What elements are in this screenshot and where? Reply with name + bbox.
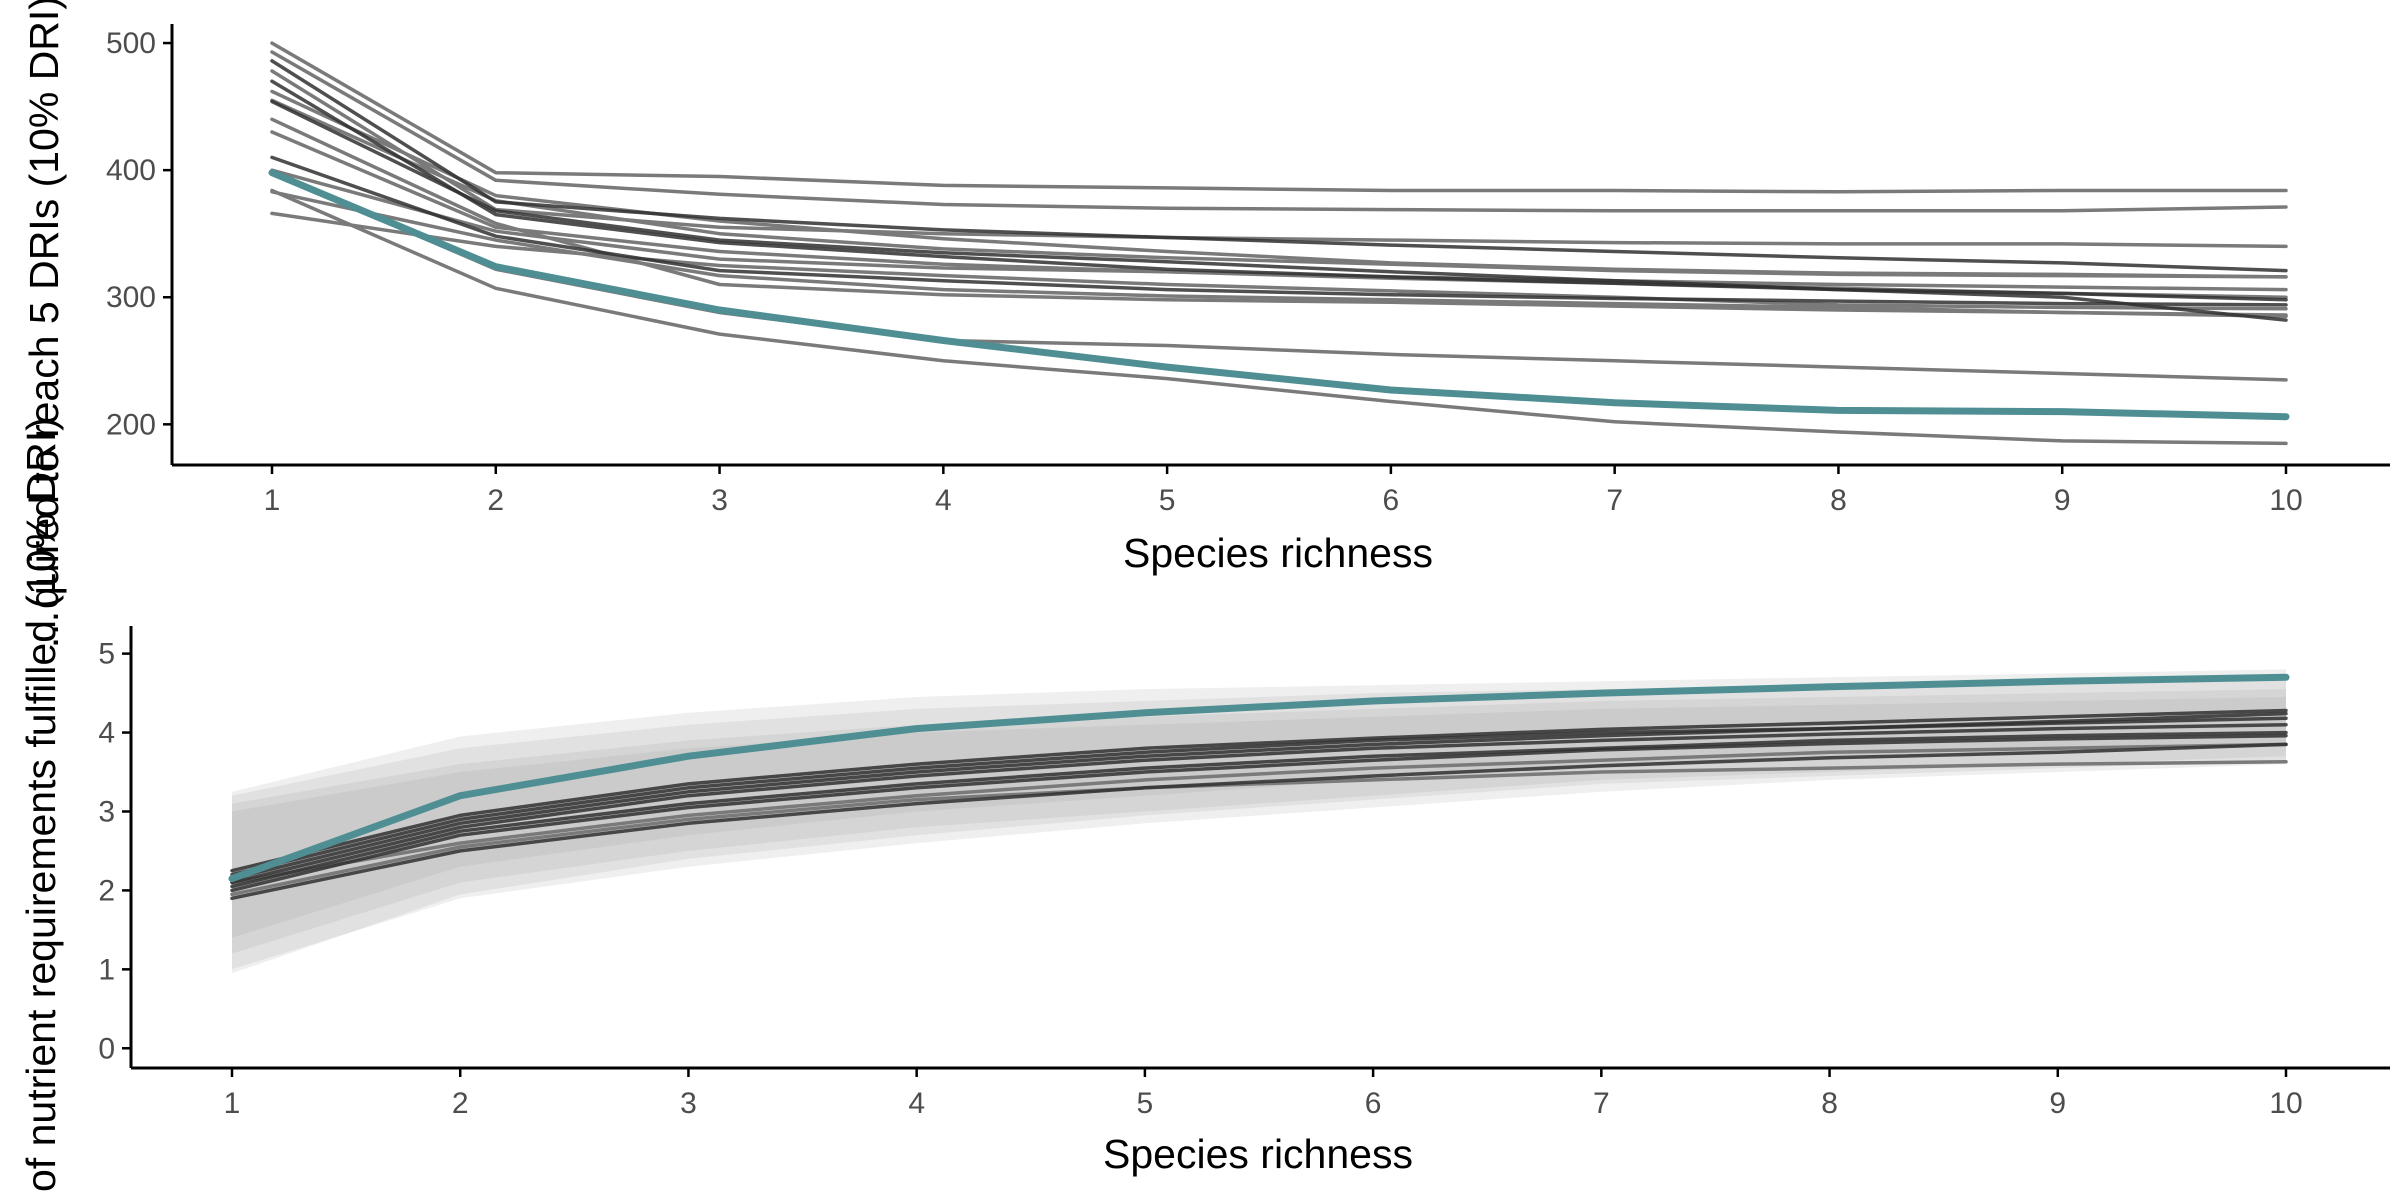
top-series-line-7 <box>270 99 2288 322</box>
bottom-x-tick-label: 3 <box>680 1087 697 1120</box>
bottom-x-tick-label: 2 <box>452 1087 469 1120</box>
bottom-panel: 1 2 3 4 5 6 7 8 9 10 0 1 2 3 4 5 Species richness of nu… <box>18 417 2390 1192</box>
bottom-series-line-7 <box>230 742 2288 885</box>
top-x-tick-label: 10 <box>2269 484 2302 517</box>
top-y-axis-title: …quired to reach 5 DRIs (10% DRI) <box>21 0 67 650</box>
top-series-line-0 <box>270 41 2288 194</box>
top-x-tick-label: 9 <box>2054 484 2071 517</box>
top-panel: 1 2 3 4 5 6 7 8 9 10 200 300 400 500 Species richness… <box>21 0 2390 650</box>
top-x-tick-label: 8 <box>1830 484 1847 517</box>
bottom-y-tick-label: 2 <box>98 874 115 907</box>
top-series-line-6 <box>270 98 2288 279</box>
bottom-series-line-3 <box>230 730 2288 889</box>
top-series-line-2 <box>270 59 2288 273</box>
bottom-x-tick-label: 6 <box>1365 1087 1382 1120</box>
top-series-line-15 <box>270 188 2288 446</box>
top-series-line-4 <box>270 79 2288 302</box>
bottom-series-line-5 <box>230 708 2288 873</box>
top-x-tick-label: 3 <box>711 484 728 517</box>
top-x-tick-label: 4 <box>935 484 952 517</box>
top-y-tick-label: 300 <box>106 281 156 314</box>
top-y-tick-label: 200 <box>106 408 156 441</box>
bottom-ticks: 1 2 3 4 5 6 7 8 9 10 0 1 2 3 4 5 <box>98 638 2302 1120</box>
top-x-axis-title: Species richness <box>1123 530 1433 576</box>
bottom-y-tick-label: 0 <box>98 1032 115 1065</box>
top-x-tick-label: 2 <box>487 484 504 517</box>
bottom-x-axis-title: Species richness <box>1103 1131 1413 1177</box>
bottom-x-tick-label: 1 <box>224 1087 241 1120</box>
bottom-series-line-4 <box>230 733 2288 893</box>
bottom-x-tick-label: 8 <box>1821 1087 1838 1120</box>
bottom-ribbon-2 <box>232 697 2286 938</box>
top-plot-area <box>268 41 2290 446</box>
bottom-y-tick-label: 3 <box>98 795 115 828</box>
top-x-tick-label: 6 <box>1383 484 1400 517</box>
top-ticks: 1 2 3 4 5 6 7 8 9 10 200 300 400 500 <box>106 27 2303 517</box>
bottom-y-tick-label: 5 <box>98 638 115 671</box>
bottom-y-axis-title: of nutrient requirements fulfilled (10% … <box>18 417 64 1192</box>
bottom-plot-area <box>228 669 2290 974</box>
top-series-line-12 <box>270 211 2288 311</box>
bottom-y-tick-label: 4 <box>98 717 115 750</box>
bottom-x-tick-label: 4 <box>908 1087 925 1120</box>
bottom-series-line-2 <box>230 711 2288 881</box>
top-x-tick-label: 1 <box>264 484 281 517</box>
bottom-x-tick-label: 7 <box>1593 1087 1610 1120</box>
bottom-series-line-9 <box>228 673 2290 883</box>
bottom-series-line-6 <box>230 742 2288 901</box>
top-series-line-16 <box>268 169 2290 421</box>
top-series-line-1 <box>270 50 2288 213</box>
top-x-tick-label: 7 <box>1606 484 1623 517</box>
bottom-x-tick-label: 10 <box>2269 1087 2302 1120</box>
top-y-tick-label: 500 <box>106 27 156 60</box>
bottom-series-line-8 <box>230 760 2288 897</box>
bottom-y-tick-label: 1 <box>98 953 115 986</box>
bottom-x-tick-label: 5 <box>1137 1087 1154 1120</box>
top-series-line-9 <box>270 155 2288 307</box>
top-x-tick-label: 5 <box>1159 484 1176 517</box>
bottom-series-line-1 <box>230 722 2288 885</box>
top-y-tick-label: 400 <box>106 154 156 187</box>
bottom-x-tick-label: 9 <box>2049 1087 2066 1120</box>
